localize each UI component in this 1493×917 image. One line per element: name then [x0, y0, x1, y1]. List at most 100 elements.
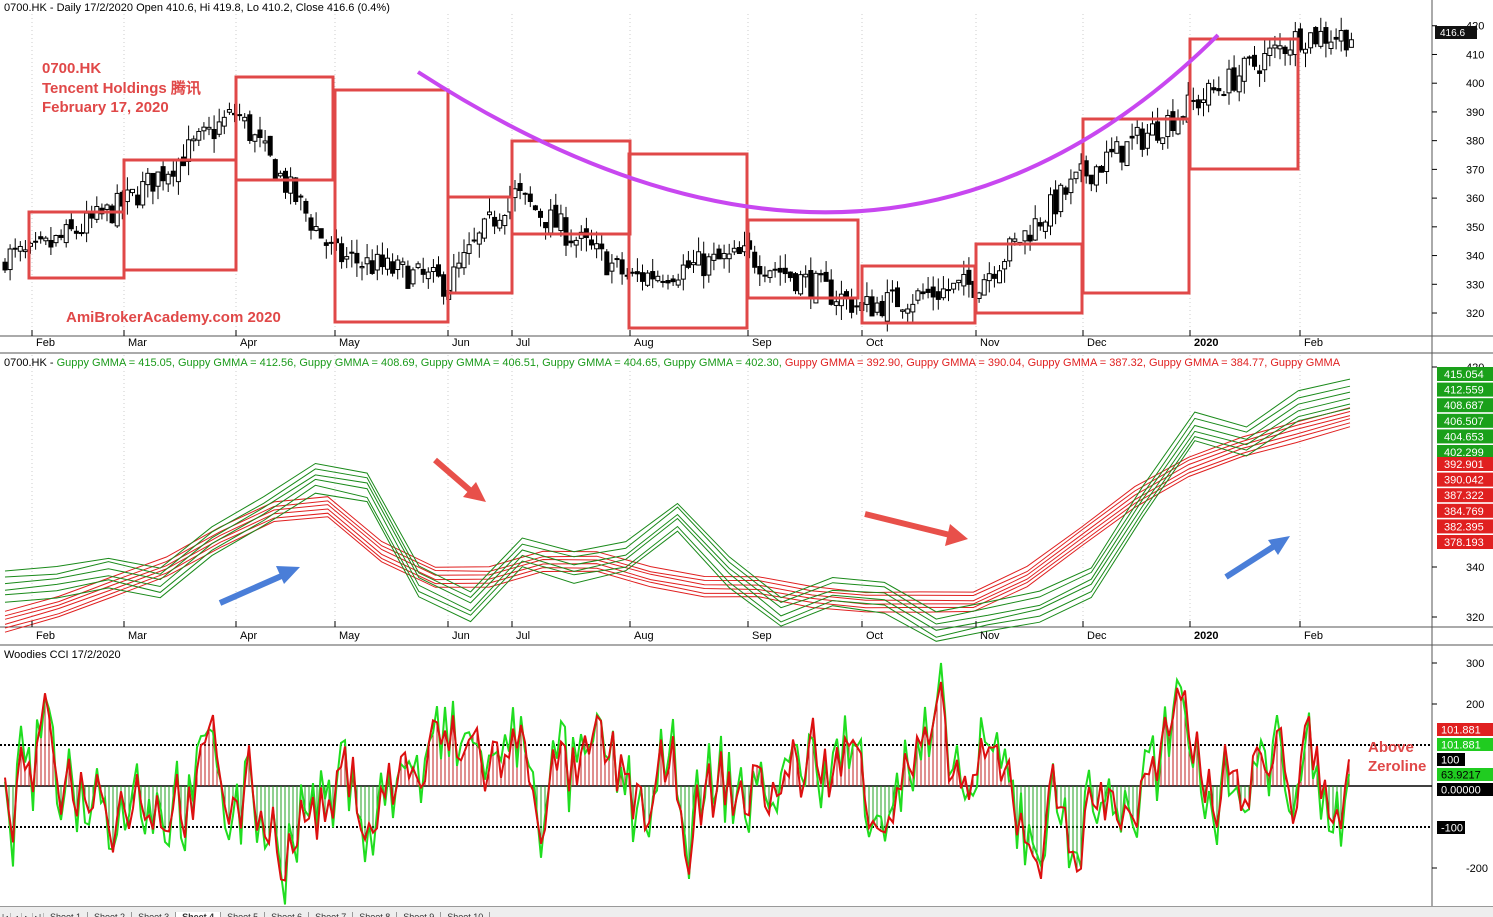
candle-body	[650, 271, 656, 280]
candle-body	[1226, 68, 1232, 94]
candle-body	[696, 251, 702, 266]
candle-body	[563, 217, 569, 246]
x-tick-label: Feb	[1304, 630, 1323, 642]
candle-body	[277, 172, 283, 177]
candle-body	[390, 261, 396, 274]
gmma-value-label: 378.193	[1444, 537, 1484, 549]
sheet-tab[interactable]: Sheet 1	[44, 912, 89, 917]
x-tick-label: Feb	[36, 630, 55, 642]
sheet-tab[interactable]: Sheet 9	[397, 912, 442, 917]
candle-body	[1027, 234, 1033, 242]
sheet-tab[interactable]: Sheet 10	[441, 912, 491, 917]
candle-body	[640, 272, 645, 282]
candle-body	[900, 309, 906, 312]
candle-body	[38, 236, 44, 240]
sheet-tab[interactable]: Sheet 6	[265, 912, 310, 917]
candle-body	[466, 244, 472, 254]
candle-body	[558, 213, 564, 232]
sheet-tab[interactable]: Sheet 3	[132, 912, 177, 917]
candle-body	[1042, 221, 1048, 232]
gmma-header: 0700.HK - Guppy GMMA = 415.05, Guppy GMM…	[4, 357, 1341, 369]
candle-body	[553, 204, 559, 228]
x-tick-label: Jul	[516, 630, 530, 642]
candle-body	[752, 251, 758, 268]
x-tick-label: Apr	[240, 630, 257, 642]
gmma-value-box	[1437, 382, 1493, 397]
gmma-value-box	[1437, 519, 1493, 534]
sheet-tab[interactable]: Sheet 5	[221, 912, 266, 917]
candle-body	[527, 193, 533, 203]
sheet-tab[interactable]: Sheet 2	[88, 912, 133, 917]
candle-body	[1099, 165, 1104, 173]
candle-body	[915, 290, 921, 301]
candle-body	[323, 242, 329, 246]
gmma-header-segment: Guppy GMMA = 402.30,	[663, 357, 784, 369]
gmma-y-tick-label: 320	[1466, 612, 1484, 624]
cci-y-tick-label: 300	[1466, 658, 1484, 670]
cci-value-label: 0.00000	[1441, 785, 1481, 797]
gmma-header-segment: Guppy GMMA = 390.04,	[906, 357, 1027, 369]
candle-body	[17, 245, 23, 252]
candle-body	[925, 288, 931, 293]
candle-body	[206, 126, 212, 130]
candle-body	[43, 237, 49, 242]
price-pane[interactable]	[0, 12, 1432, 336]
candle-body	[124, 189, 130, 203]
candle-body	[609, 262, 615, 272]
gmma-short-term-line	[4, 385, 1351, 620]
candle-body	[1058, 184, 1064, 213]
sheet-tab[interactable]: Sheet 7	[309, 912, 354, 917]
gmma-header-segment: Guppy GMMA = 412.56,	[178, 357, 299, 369]
prev-sheet-button[interactable]: ◂	[11, 913, 22, 917]
candle-body	[1165, 114, 1171, 138]
candle-body	[487, 211, 492, 216]
candle-body	[854, 305, 860, 308]
candle-body	[155, 171, 161, 187]
candle-body	[1170, 111, 1176, 132]
candle-body	[726, 253, 732, 260]
candle-body	[288, 176, 294, 194]
candle-body	[160, 166, 166, 182]
gmma-short-term-line	[4, 407, 1351, 642]
candle-body	[425, 271, 431, 280]
candle-body	[1129, 135, 1135, 139]
candle-body	[7, 248, 13, 271]
gmma-short-term-line	[4, 403, 1351, 638]
candle-body	[1257, 70, 1263, 74]
x-tick-label: Feb	[1304, 337, 1323, 349]
x-axis: Feb Mar Apr May Jun Jul Aug Sep Oct Nov Dec 2020 Feb…	[31, 330, 1323, 642]
candle-body	[1241, 57, 1247, 82]
candle-body	[1155, 121, 1161, 141]
price-y-axis: 420410400390380370360350340330320	[1432, 21, 1484, 320]
candle-body	[711, 253, 717, 261]
candle-body	[114, 192, 120, 227]
candle-body	[1333, 36, 1339, 40]
x-tick-label: May	[339, 630, 360, 642]
candle-body	[568, 240, 574, 244]
sheet-tab[interactable]: Sheet 8	[353, 912, 398, 917]
candle-body	[339, 243, 345, 263]
candle-body	[961, 273, 967, 287]
candle-body	[1343, 29, 1349, 51]
gmma-header-segment: Guppy GMMA = 408.69,	[299, 357, 420, 369]
candle-body	[242, 116, 248, 122]
gmma-header-segment: Guppy GMMA = 392.90,	[785, 357, 906, 369]
last-sheet-button[interactable]: ▸|	[33, 913, 44, 917]
candle-body	[1246, 56, 1252, 59]
candle-body	[58, 234, 64, 238]
candle-body	[1068, 178, 1074, 194]
candle-body	[1124, 141, 1130, 167]
candle-body	[522, 192, 528, 195]
candle-body	[1093, 166, 1099, 186]
next-sheet-button[interactable]: ▸	[22, 913, 33, 917]
first-sheet-button[interactable]: |◂	[0, 913, 11, 917]
company-label: Tencent Holdings 腾讯	[42, 79, 201, 97]
candle-body	[828, 279, 834, 305]
candle-body	[685, 260, 691, 268]
candle-body	[1211, 87, 1217, 91]
sheet-tab[interactable]: Sheet 4	[176, 912, 222, 917]
candle-body	[869, 296, 875, 317]
candle-body	[864, 296, 870, 305]
candle-body	[573, 239, 579, 246]
